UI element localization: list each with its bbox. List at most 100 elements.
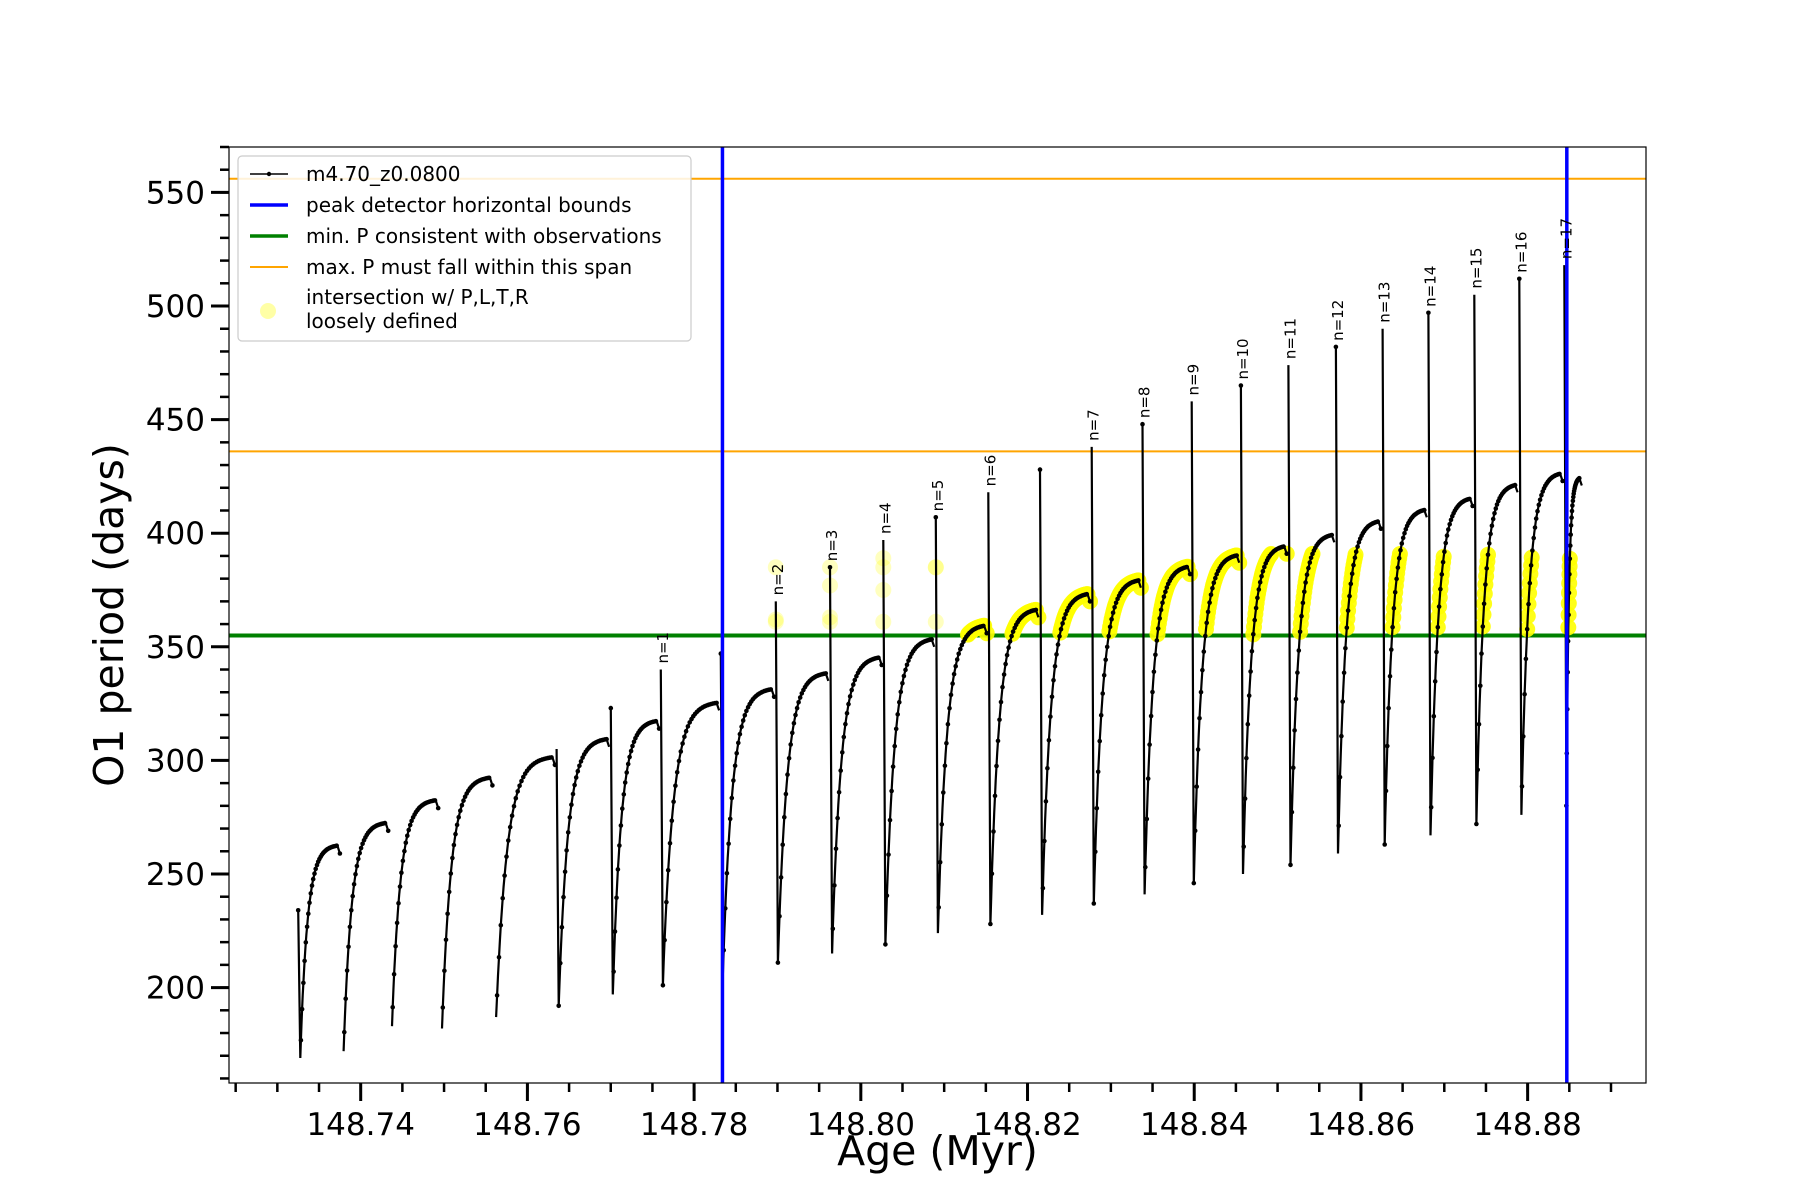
- series-point: [889, 788, 894, 794]
- y-tick-label: 300: [146, 743, 205, 779]
- series-point: [313, 866, 319, 872]
- series-point: [942, 763, 948, 768]
- series-point: [958, 646, 963, 652]
- peak-label-n13: n=13: [1376, 282, 1394, 323]
- series-point: [739, 724, 744, 729]
- series-point: [577, 763, 582, 769]
- peak-label-n17: n=17: [1557, 218, 1575, 259]
- series-point: [984, 630, 989, 636]
- series-point: [506, 838, 511, 843]
- series-point: [682, 734, 687, 740]
- series-point: [1399, 541, 1405, 546]
- series-point: [458, 808, 463, 813]
- series-point: [1205, 609, 1211, 615]
- series-point: [614, 895, 619, 900]
- series-point: [1531, 535, 1536, 541]
- series-point: [552, 762, 558, 768]
- series-point: [450, 855, 455, 861]
- series-point: [664, 899, 669, 905]
- series-point: [1303, 580, 1308, 585]
- series-point: [1356, 540, 1362, 545]
- legend-box: [237, 155, 692, 342]
- series-point: [843, 721, 848, 727]
- series-point: [937, 860, 943, 865]
- series-point: [1489, 523, 1495, 529]
- series-point: [1475, 767, 1480, 773]
- series-point: [409, 818, 414, 824]
- series-point: [901, 673, 907, 679]
- series-point: [1402, 530, 1407, 536]
- series-point: [737, 731, 743, 737]
- series-point: [496, 955, 502, 960]
- series-point: [356, 856, 361, 862]
- series-point: [1094, 806, 1100, 811]
- series-point: [1296, 648, 1302, 653]
- series-point: [304, 924, 310, 930]
- series-point: [1136, 578, 1141, 583]
- series-point: [1249, 649, 1255, 654]
- peak-label-n16: n=16: [1512, 232, 1530, 273]
- series-point: [1570, 503, 1575, 508]
- series-point: [301, 980, 306, 986]
- series-point: [1001, 672, 1007, 677]
- series-point: [838, 768, 843, 773]
- series-point: [796, 700, 801, 705]
- series-point: [846, 701, 851, 707]
- series-point: [1355, 544, 1360, 549]
- series-point: [1252, 617, 1257, 623]
- series-point: [1158, 607, 1164, 613]
- series-point: [780, 842, 785, 847]
- series-point: [1058, 626, 1064, 632]
- series-point: [1255, 595, 1260, 601]
- series-point: [1448, 517, 1454, 523]
- series-point: [624, 770, 629, 775]
- series-point: [573, 775, 579, 780]
- series-point: [565, 830, 571, 835]
- series-point: [575, 768, 581, 774]
- series-point: [1300, 600, 1306, 606]
- series-point: [785, 772, 790, 777]
- y-axis-title: O1 period (days): [85, 443, 133, 787]
- series-point: [851, 682, 856, 687]
- series-point: [667, 841, 673, 846]
- series-point: [342, 1029, 347, 1035]
- legend-label-0: m4.70_z0.0800: [306, 162, 461, 186]
- series-point: [302, 958, 307, 964]
- series-point: [827, 565, 833, 570]
- series-point: [295, 908, 301, 913]
- series-point: [1246, 693, 1252, 698]
- series-point: [1378, 526, 1384, 531]
- peak-label-n15: n=15: [1467, 247, 1485, 288]
- peak-label-n1: n=1: [654, 632, 672, 664]
- series-point: [904, 662, 910, 668]
- y-tick-label: 250: [146, 857, 205, 893]
- x-tick-label: 148.84: [1140, 1107, 1248, 1143]
- series-point: [572, 782, 577, 788]
- series-point: [836, 790, 842, 795]
- series-point: [1521, 734, 1526, 739]
- series-point: [337, 851, 343, 856]
- series-point: [344, 968, 350, 973]
- series-point: [1244, 755, 1249, 761]
- series-point: [1351, 562, 1356, 568]
- series-point: [1447, 522, 1452, 527]
- series-point: [1155, 626, 1161, 631]
- series-point: [890, 764, 896, 769]
- series-point: [1145, 776, 1151, 781]
- series-point: [1241, 844, 1246, 849]
- series-point: [844, 710, 850, 716]
- series-point: [1203, 633, 1208, 639]
- series-point: [1392, 590, 1398, 595]
- series-point: [390, 1005, 396, 1010]
- series-point: [1375, 519, 1381, 524]
- series-point: [1382, 842, 1387, 847]
- series-point: [494, 993, 500, 998]
- series-point: [1295, 670, 1300, 675]
- series-point: [1106, 633, 1111, 639]
- series-point: [396, 900, 401, 906]
- x-tick-label: 148.88: [1473, 1107, 1581, 1143]
- series-point: [569, 802, 574, 807]
- series-point: [459, 802, 465, 808]
- series-point: [1153, 652, 1158, 658]
